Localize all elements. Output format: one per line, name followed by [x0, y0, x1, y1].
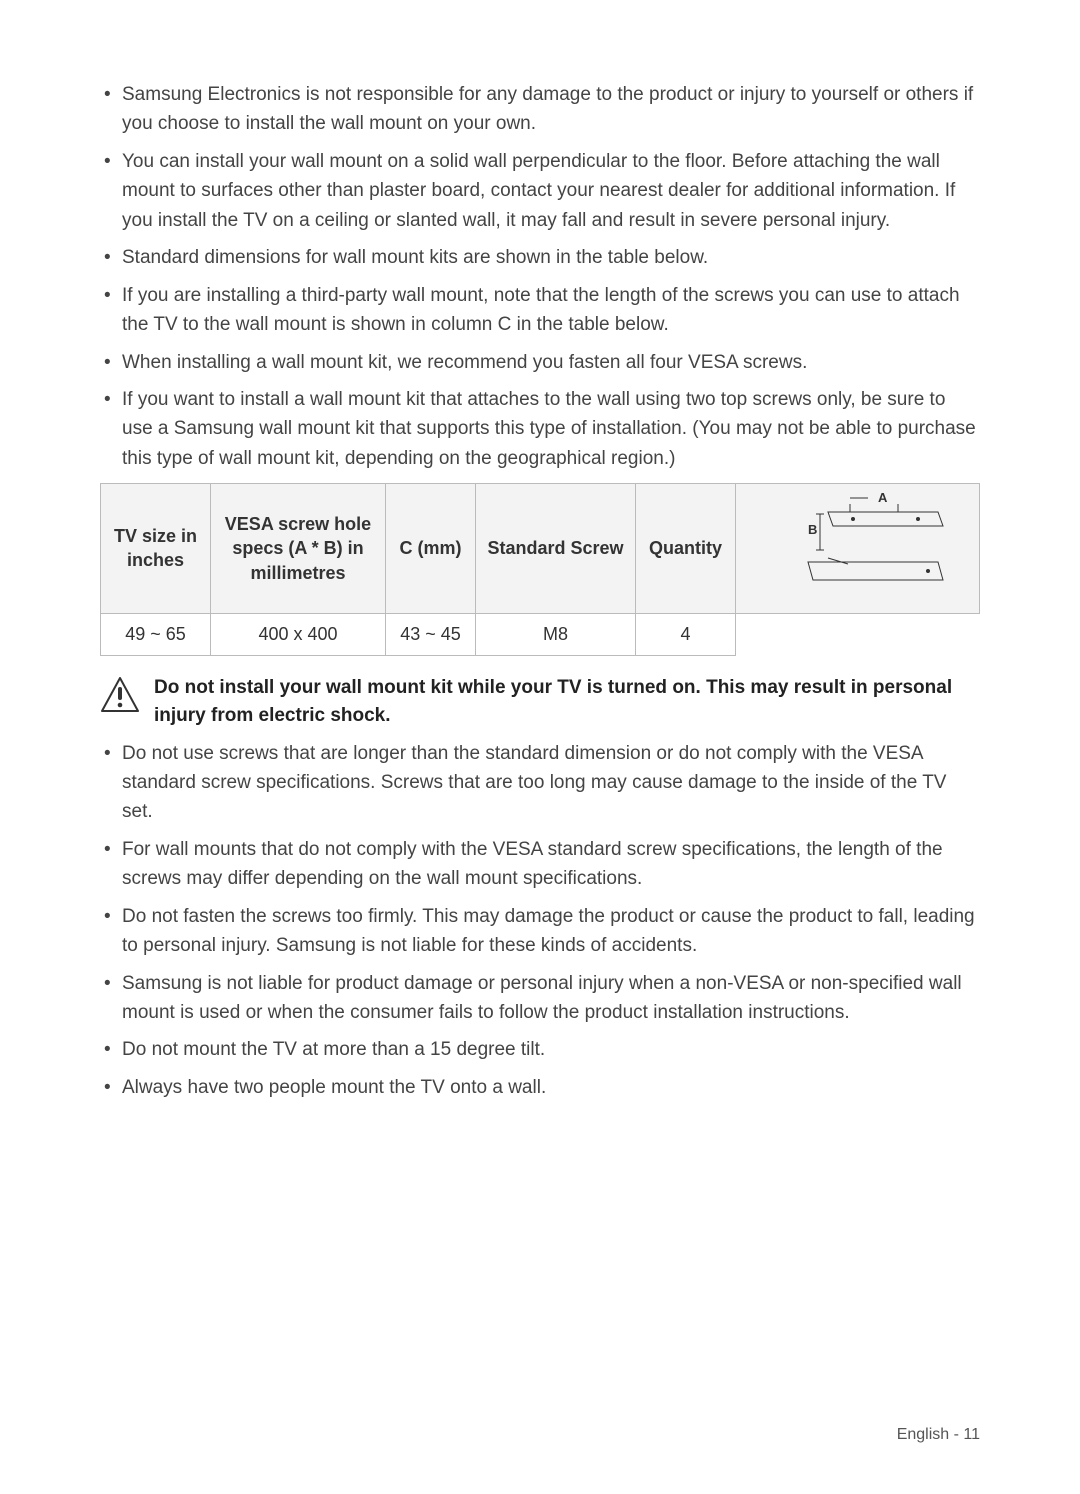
list-item: Samsung Electronics is not responsible f… — [100, 80, 980, 139]
header-qty: Quantity — [636, 484, 736, 613]
list-item: Do not mount the TV at more than a 15 de… — [100, 1035, 980, 1064]
top-bullet-list: Samsung Electronics is not responsible f… — [100, 80, 980, 473]
vesa-diagram-icon: A B — [768, 490, 948, 600]
list-item: Do not use screws that are longer than t… — [100, 739, 980, 827]
list-item: You can install your wall mount on a sol… — [100, 147, 980, 235]
warning-block: Do not install your wall mount kit while… — [100, 674, 980, 731]
vesa-diagram-cell: A B — [736, 484, 980, 613]
header-c-mm: C (mm) — [386, 484, 476, 613]
cell-qty: 4 — [636, 613, 736, 655]
bottom-bullet-list: Do not use screws that are longer than t… — [100, 739, 980, 1103]
header-screw: Standard Screw — [476, 484, 636, 613]
cell-screw: M8 — [476, 613, 636, 655]
list-item: Always have two people mount the TV onto… — [100, 1073, 980, 1102]
list-item: If you are installing a third-party wall… — [100, 281, 980, 340]
header-tv-size: TV size in inches — [101, 484, 211, 613]
warning-icon — [100, 676, 140, 714]
list-item: When installing a wall mount kit, we rec… — [100, 348, 980, 377]
table-header-row: TV size in inches VESA screw hole specs … — [101, 484, 980, 613]
cell-tv-size: 49 ~ 65 — [101, 613, 211, 655]
list-item: Standard dimensions for wall mount kits … — [100, 243, 980, 272]
list-item: Do not fasten the screws too firmly. Thi… — [100, 902, 980, 961]
list-item: Samsung is not liable for product damage… — [100, 969, 980, 1028]
vesa-specs-table: TV size in inches VESA screw hole specs … — [100, 483, 980, 655]
table-row: 49 ~ 65 400 x 400 43 ~ 45 M8 4 — [101, 613, 980, 655]
page-footer: English - 11 — [897, 1426, 980, 1444]
cell-vesa: 400 x 400 — [211, 613, 386, 655]
list-item: For wall mounts that do not comply with … — [100, 835, 980, 894]
diagram-label-b: B — [808, 522, 817, 537]
list-item: If you want to install a wall mount kit … — [100, 385, 980, 473]
warning-text: Do not install your wall mount kit while… — [154, 674, 980, 731]
cell-c-mm: 43 ~ 45 — [386, 613, 476, 655]
diagram-label-a: A — [878, 490, 888, 505]
header-vesa: VESA screw hole specs (A * B) in millime… — [211, 484, 386, 613]
